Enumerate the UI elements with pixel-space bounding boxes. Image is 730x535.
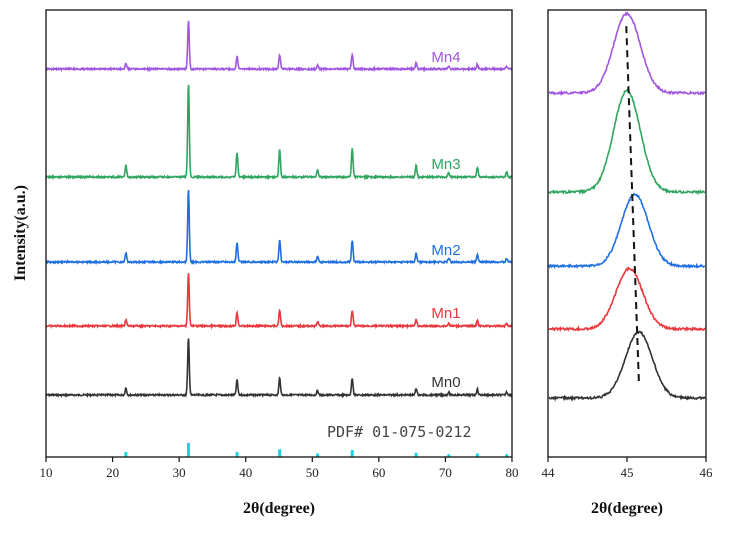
series-label-mn3: Mn3: [431, 156, 460, 173]
zoom-plot-frame: [547, 9, 707, 458]
main-series-line-mn1: [45, 273, 513, 330]
main-series-line-mn2: [45, 190, 512, 266]
main-series-group: [45, 20, 513, 399]
zoom-x-axis: 44 45 46: [542, 457, 714, 480]
zoom-series-group: [548, 11, 706, 402]
zoom-x-tick-label: 46: [700, 465, 714, 480]
main-x-tick-label: 50: [306, 465, 319, 480]
series-label-mn2: Mn2: [431, 242, 460, 259]
main-plot-frame: [45, 9, 513, 458]
zoom-series-line-mn2: [548, 192, 706, 270]
zoom-series-line-mn1: [548, 266, 706, 333]
main-series-labels: Mn0 Mn1 Mn2 Mn3 Mn4: [431, 49, 460, 391]
y-axis-title: Intensity(a.u.): [12, 185, 29, 281]
main-x-tick-label: 80: [506, 465, 519, 480]
zoom-x-tick-label: 44: [542, 465, 556, 480]
main-series-line-mn3: [45, 84, 513, 181]
reference-ticks: [124, 443, 509, 457]
zoom-x-axis-title: 2θ(degree): [591, 500, 663, 517]
reference-label: PDF# 01-075-0212: [327, 423, 472, 441]
main-x-axis: 10 20 30 40 50 60 70 80: [40, 457, 519, 480]
main-x-tick-label: 70: [439, 465, 452, 480]
zoom-panel: 44 45 46 2θ(degree): [542, 9, 714, 517]
zoom-x-tick-label: 45: [621, 465, 634, 480]
main-series-line-mn0: [45, 338, 513, 399]
main-x-axis-title: 2θ(degree): [243, 500, 315, 517]
main-x-tick-label: 20: [106, 465, 119, 480]
main-series-line-mn4: [45, 20, 513, 73]
main-panel: 10 20 30 40 50 60 70 80 Mn0 Mn1 Mn2 Mn3 Mn4 PDF# 01…: [12, 9, 519, 517]
main-x-tick-label: 40: [239, 465, 252, 480]
series-label-mn4: Mn4: [431, 49, 460, 66]
zoom-series-line-mn4: [548, 11, 706, 96]
series-label-mn0: Mn0: [431, 374, 460, 391]
zoom-series-line-mn3: [548, 88, 706, 196]
series-label-mn1: Mn1: [431, 305, 460, 322]
main-x-tick-label: 60: [372, 465, 385, 480]
main-x-tick-label: 30: [173, 465, 186, 480]
main-x-tick-label: 10: [40, 465, 53, 480]
zoom-series-line-mn0: [548, 330, 706, 402]
